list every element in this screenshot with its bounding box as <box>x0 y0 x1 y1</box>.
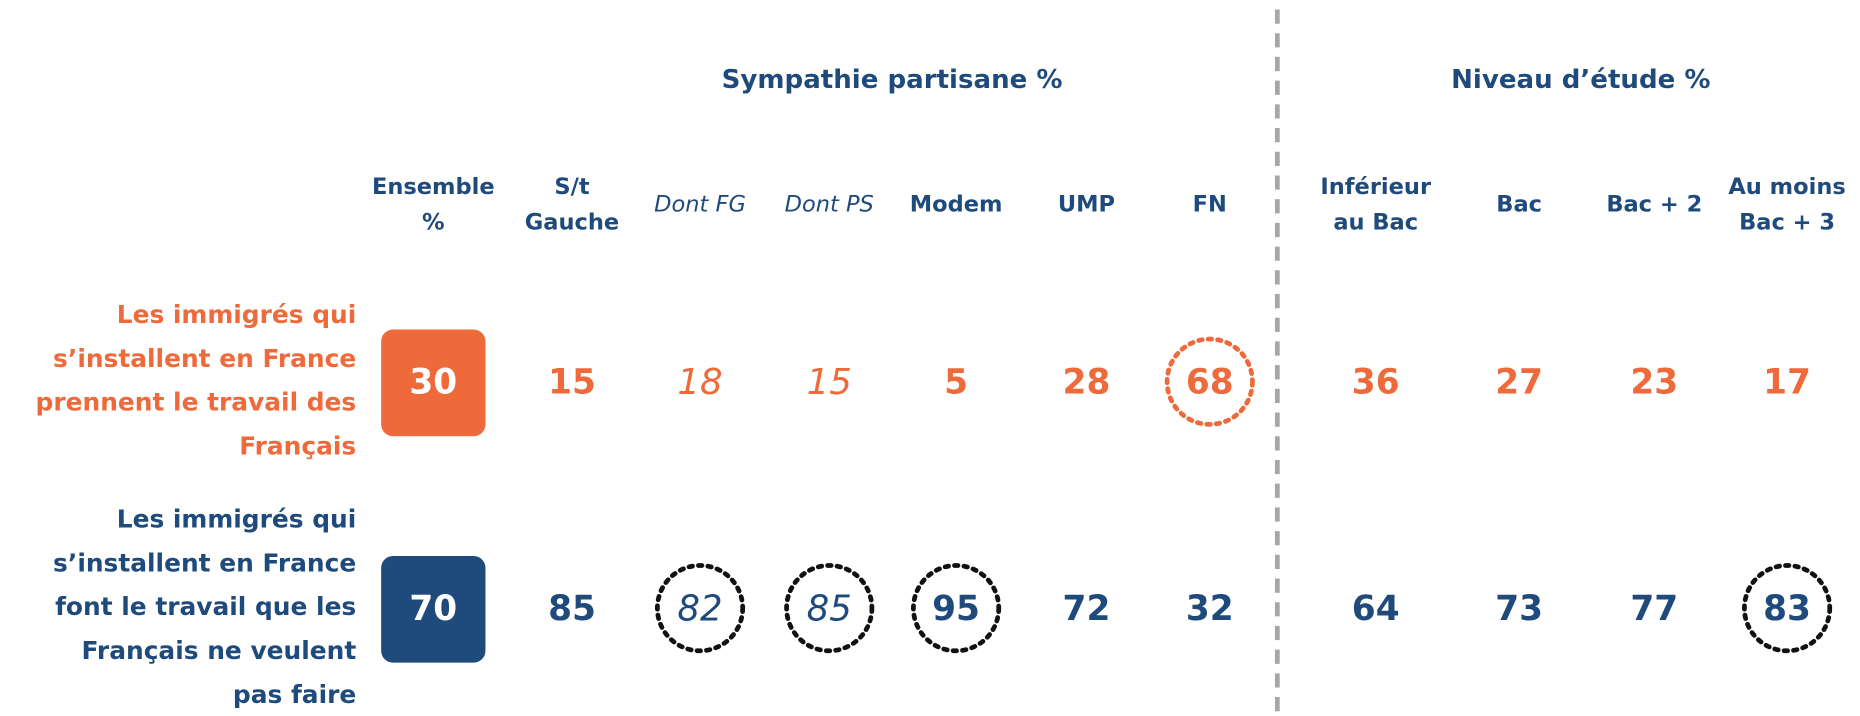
highlight-circle <box>1742 563 1833 654</box>
row-label: s’installent en France <box>53 548 356 577</box>
column-header: Au moins <box>1728 174 1845 200</box>
row-label: Les immigrés qui <box>117 300 357 329</box>
row-label: s’installent en France <box>53 344 356 373</box>
row-label: font le travail que les <box>55 592 356 621</box>
column-header: au Bac <box>1333 209 1418 235</box>
cell-value: 85 <box>807 588 852 629</box>
row-label: prennent le travail des <box>36 388 357 417</box>
cell-value: 64 <box>1352 589 1400 629</box>
column-header: Dont PS <box>785 192 874 218</box>
column-header: Bac <box>1496 192 1542 218</box>
row-label: Français <box>239 432 356 461</box>
cell-value: 83 <box>1763 589 1811 629</box>
column-header: Inférieur <box>1320 174 1432 200</box>
cell-value: 72 <box>1063 589 1111 629</box>
column-header: % <box>422 209 445 235</box>
group-title: Sympathie partisane % <box>722 65 1063 95</box>
column-header: Ensemble <box>372 174 495 200</box>
highlight-circle <box>784 563 875 654</box>
cell-value: 36 <box>1352 363 1400 403</box>
column-header: Bac + 2 <box>1606 192 1702 218</box>
cell-value: 32 <box>1186 589 1234 629</box>
cell-value: 73 <box>1495 589 1543 629</box>
column-header: Gauche <box>525 209 619 235</box>
column-header: Bac + 3 <box>1739 209 1835 235</box>
column-header: Modem <box>910 192 1003 218</box>
highlight-circle <box>911 563 1002 654</box>
cell-value: 5 <box>944 363 968 403</box>
cell-value: 15 <box>807 362 852 403</box>
cell-value: 23 <box>1630 363 1678 403</box>
cell-value: 15 <box>548 363 596 403</box>
group-title: Niveau d’étude % <box>1451 65 1710 95</box>
column-header: UMP <box>1058 192 1115 218</box>
cell-value: 17 <box>1763 363 1811 403</box>
highlight-circle <box>1164 336 1255 427</box>
column-header: S/t <box>554 174 589 200</box>
cell-value: 70 <box>409 589 457 629</box>
row-label: Les immigrés qui <box>117 504 357 533</box>
highlight-circle <box>654 563 746 654</box>
ensemble-box <box>381 555 486 663</box>
row-label: Français ne veulent <box>82 636 357 665</box>
column-header: FN <box>1193 192 1227 218</box>
cell-value: 30 <box>409 363 457 403</box>
column-header: Dont FG <box>654 192 746 218</box>
row-label: pas faire <box>233 680 356 709</box>
cell-value: 28 <box>1063 363 1111 403</box>
cell-value: 18 <box>677 362 722 403</box>
cell-value: 85 <box>548 589 596 629</box>
cell-value: 95 <box>932 589 980 629</box>
cell-value: 82 <box>677 588 722 629</box>
cell-value: 27 <box>1495 363 1543 403</box>
ensemble-box <box>381 329 486 437</box>
cell-value: 68 <box>1186 363 1234 403</box>
cell-value: 77 <box>1630 589 1678 629</box>
